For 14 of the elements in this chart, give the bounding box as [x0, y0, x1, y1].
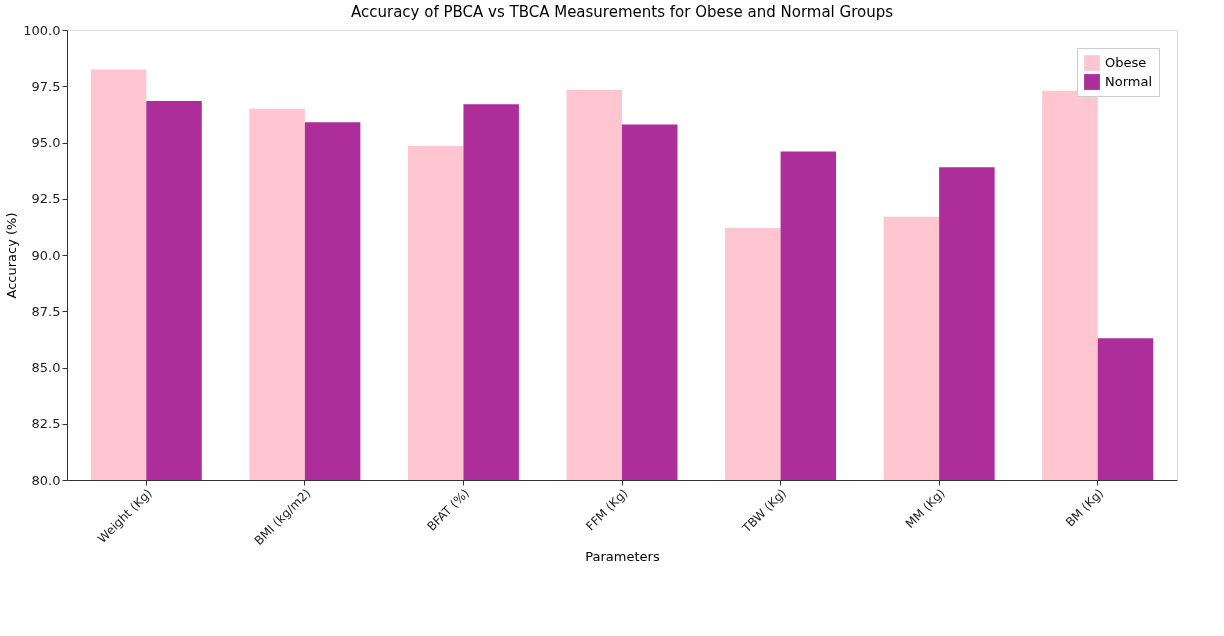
legend-label: Normal	[1105, 74, 1153, 89]
y-tick-label: 85.0	[31, 360, 61, 375]
y-tick-label: 97.5	[31, 78, 61, 94]
y-tick-label: 82.5	[31, 416, 61, 432]
y-tick-label: 95.0	[31, 135, 61, 150]
y-tick-label: 92.5	[31, 191, 61, 207]
legend-label: Obese	[1105, 55, 1147, 70]
x-axis-title: Parameters	[585, 549, 660, 565]
chart-title: Accuracy of PBCA vs TBCA Measurements for Obese and Normal Groups	[350, 3, 894, 21]
y-tick-label: 80.0	[31, 472, 61, 488]
y-tick-label: 100.0	[23, 22, 61, 38]
y-tick-label: 87.5	[31, 303, 61, 319]
y-axis-title: Accuracy (%)	[4, 212, 20, 299]
y-tick-label: 90.0	[31, 247, 61, 263]
